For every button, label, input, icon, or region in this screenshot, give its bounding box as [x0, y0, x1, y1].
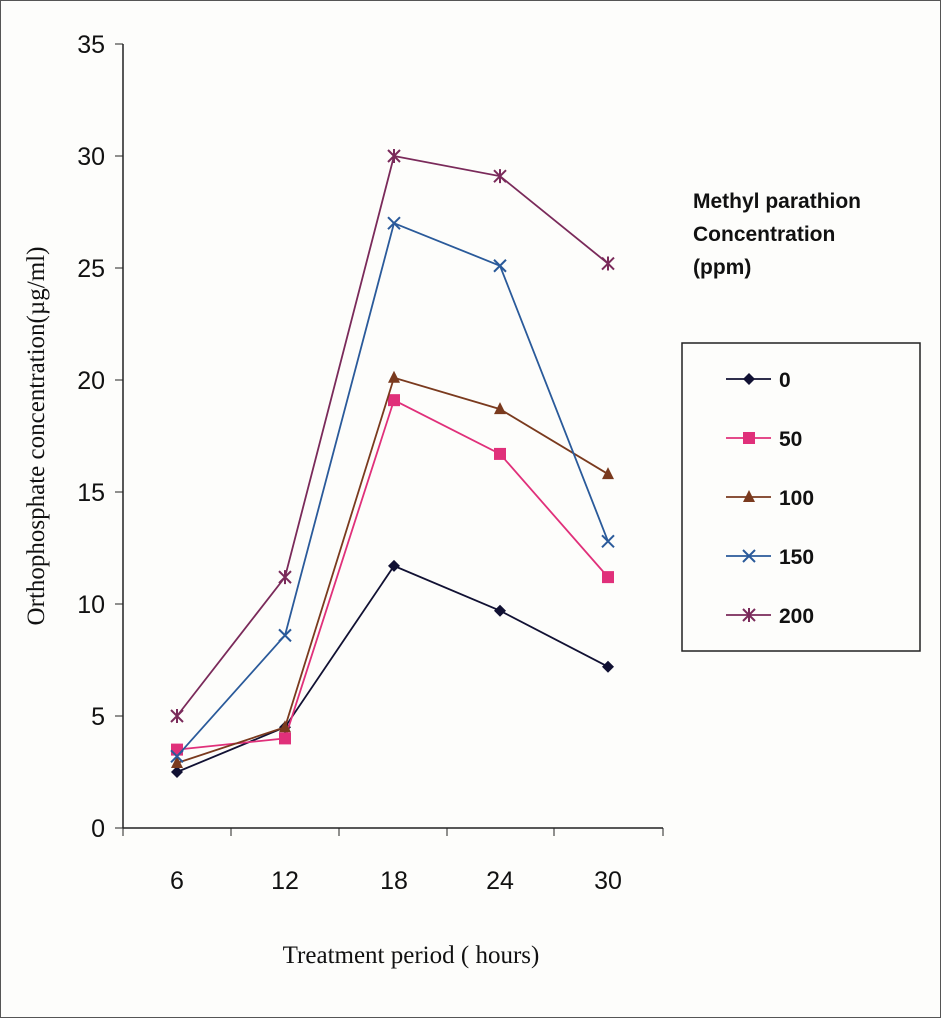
y-tick-label: 35 — [77, 31, 105, 59]
x-axis-label: Treatment period ( hours) — [283, 942, 540, 969]
data-point-150 — [278, 628, 292, 643]
data-point-200 — [493, 169, 507, 184]
data-point-100 — [171, 756, 183, 769]
legend-label: 50 — [779, 428, 802, 451]
data-point-200 — [170, 709, 184, 723]
legend-marker-0 — [743, 373, 755, 385]
data-point-100 — [494, 402, 506, 415]
data-point-200 — [601, 256, 615, 271]
legend-marker-200 — [742, 608, 756, 622]
data-point-200 — [278, 570, 292, 585]
data-point-200 — [387, 149, 401, 163]
x-tick-label: 6 — [170, 867, 184, 895]
y-tick-label: 5 — [91, 703, 105, 731]
legend-label: 100 — [779, 487, 814, 510]
x-tick-label: 18 — [380, 867, 408, 895]
x-tick-label: 12 — [271, 867, 299, 895]
data-point-50 — [602, 571, 614, 584]
data-point-150 — [170, 749, 184, 764]
data-point-50 — [494, 447, 506, 460]
legend-marker-150 — [742, 549, 756, 563]
y-tick-label: 10 — [77, 591, 105, 619]
legend-box — [681, 342, 921, 652]
y-tick-label: 30 — [77, 143, 105, 171]
data-point-0 — [388, 559, 400, 572]
legend-marker-50 — [743, 432, 755, 444]
y-tick-label: 25 — [77, 255, 105, 283]
data-point-0 — [171, 766, 183, 778]
data-point-50 — [171, 743, 183, 756]
x-tick-label: 30 — [594, 867, 622, 895]
legend-label: 200 — [779, 605, 814, 628]
legend-title: Methyl parathion — [693, 190, 861, 213]
data-point-150 — [601, 534, 615, 548]
data-point-150 — [493, 259, 507, 273]
data-point-150 — [387, 216, 401, 230]
y-tick-label: 15 — [77, 479, 105, 507]
series-line-50 — [176, 398, 609, 751]
legend-label: 150 — [779, 546, 814, 569]
series-line-150 — [176, 221, 609, 757]
legend-title: (ppm) — [693, 256, 751, 279]
data-point-0 — [602, 660, 614, 673]
data-point-0 — [494, 604, 506, 617]
legend-title: Concentration — [693, 223, 835, 246]
y-axis-label: Orthophosphate concentration(µg/ml) — [23, 247, 50, 626]
legend-label: 0 — [779, 369, 791, 392]
data-point-100 — [388, 370, 400, 383]
y-tick-label: 20 — [77, 367, 105, 395]
data-point-100 — [602, 467, 614, 480]
x-tick-label: 24 — [486, 867, 514, 895]
legend-marker-100 — [743, 490, 755, 502]
y-tick-label: 0 — [91, 815, 105, 843]
data-point-50 — [388, 394, 400, 407]
data-point-50 — [279, 732, 291, 745]
data-point-100 — [279, 720, 291, 733]
